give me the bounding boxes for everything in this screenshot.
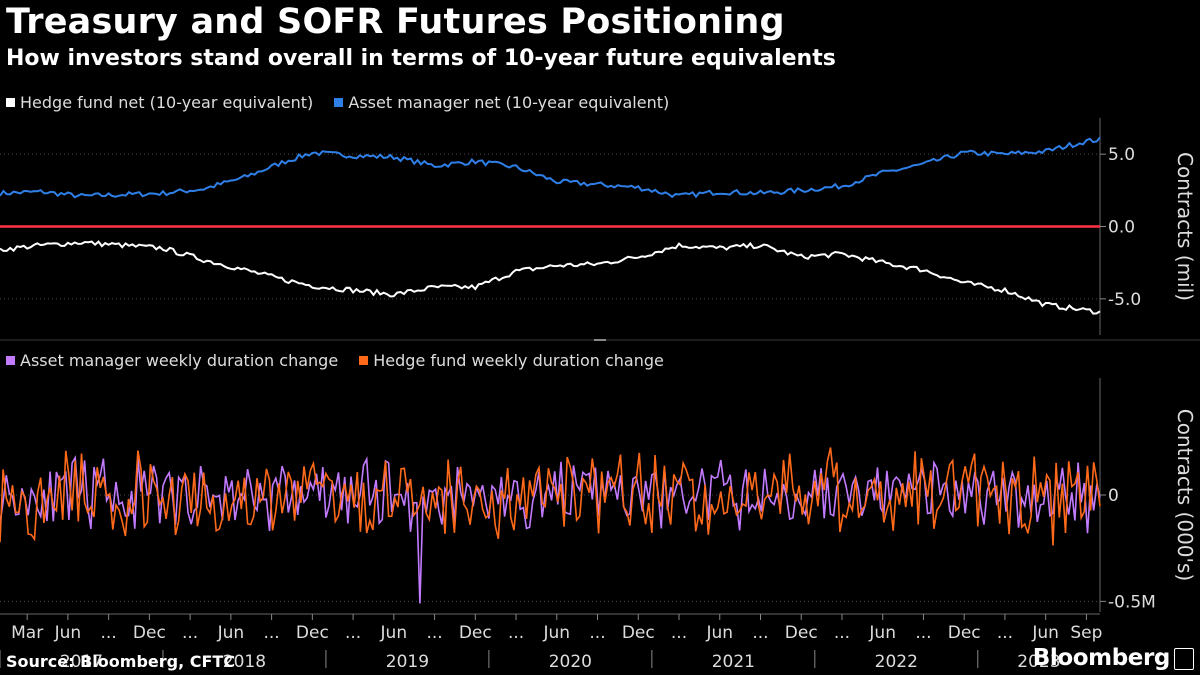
y-tick-label: 5.0 bbox=[1108, 145, 1135, 165]
legend-swatch-asset-change bbox=[6, 356, 15, 365]
bloomberg-logo: Bloomberg bbox=[1032, 645, 1171, 671]
x-tick-label: ... bbox=[345, 623, 361, 643]
y-axis-title: Contracts (000's) bbox=[1173, 409, 1197, 582]
legend-label-asset-change: Asset manager weekly duration change bbox=[20, 351, 339, 370]
x-tick-label: ... bbox=[426, 623, 442, 643]
year-label: 2021 bbox=[712, 652, 755, 672]
y-axis-title: Contracts (mil) bbox=[1173, 152, 1197, 301]
terminal-icon bbox=[1174, 648, 1194, 670]
legend-swatch-asset-net bbox=[334, 98, 344, 107]
asset-manager-net-line bbox=[0, 136, 1101, 199]
x-tick-label: Jun bbox=[868, 623, 896, 643]
year-label: 2020 bbox=[549, 652, 592, 672]
legend-label-hedge-net: Hedge fund net (10-year equivalent) bbox=[20, 93, 314, 112]
x-tick-label: ... bbox=[752, 623, 768, 643]
x-tick-label: Jun bbox=[380, 623, 408, 643]
x-tick-label: Mar bbox=[11, 623, 43, 643]
top-legend: Hedge fund net (10-year equivalent) Asse… bbox=[6, 92, 685, 112]
x-tick-label: Jun bbox=[1031, 623, 1059, 643]
hedge-fund-change-line bbox=[0, 447, 1101, 546]
x-tick-label: ... bbox=[997, 623, 1013, 643]
legend-hedge-net: Hedge fund net (10-year equivalent) bbox=[6, 93, 313, 112]
x-tick-label: Jun bbox=[543, 623, 571, 643]
legend-hedge-change: Hedge fund weekly duration change bbox=[359, 351, 664, 370]
x-tick-label: Jun bbox=[54, 623, 82, 643]
year-label: 2017 bbox=[60, 652, 103, 672]
x-tick-label: Dec bbox=[948, 623, 981, 643]
x-tick-label: Dec bbox=[133, 623, 166, 643]
x-tick-label: ... bbox=[589, 623, 605, 643]
y-tick-label: -0.5M bbox=[1108, 592, 1156, 612]
x-tick-label: Dec bbox=[622, 623, 655, 643]
year-label: 2018 bbox=[223, 652, 266, 672]
legend-swatch-hedge-change bbox=[359, 356, 369, 365]
hedge-fund-net-line bbox=[0, 240, 1101, 315]
x-tick-label: Dec bbox=[785, 623, 818, 643]
x-tick-label: ... bbox=[834, 623, 850, 643]
chart-subtitle: How investors stand overall in terms of … bbox=[6, 46, 836, 71]
x-tick-label: Jun bbox=[705, 623, 733, 643]
x-tick-label: Jun bbox=[217, 623, 245, 643]
legend-asset-net: Asset manager net (10-year equivalent) bbox=[334, 93, 669, 112]
x-tick-label: ... bbox=[508, 623, 524, 643]
x-tick-label: ... bbox=[671, 623, 687, 643]
x-tick-label: ... bbox=[915, 623, 931, 643]
legend-label-hedge-change: Hedge fund weekly duration change bbox=[373, 351, 664, 370]
bottom-legend: Asset manager weekly duration change Hed… bbox=[6, 350, 680, 370]
legend-swatch-hedge-net bbox=[6, 98, 15, 107]
x-tick-label: Dec bbox=[459, 623, 492, 643]
asset-manager-change-line bbox=[0, 454, 1101, 604]
x-tick-label: Sep bbox=[1070, 623, 1102, 643]
y-tick-label: 0.0 bbox=[1108, 218, 1135, 238]
x-tick-label: ... bbox=[182, 623, 198, 643]
year-label: 2023 bbox=[1017, 652, 1060, 672]
y-tick-label: 0 bbox=[1108, 486, 1119, 506]
x-tick-label: ... bbox=[101, 623, 117, 643]
y-tick-label: -5.0 bbox=[1108, 290, 1141, 310]
year-label: 2019 bbox=[386, 652, 429, 672]
chart-title: Treasury and SOFR Futures Positioning bbox=[6, 2, 785, 42]
source-note: Source: Bloomberg, CFTC bbox=[6, 652, 236, 671]
legend-asset-change: Asset manager weekly duration change bbox=[6, 351, 338, 370]
legend-label-asset-net: Asset manager net (10-year equivalent) bbox=[348, 93, 670, 112]
x-tick-label: ... bbox=[263, 623, 279, 643]
year-label: 2022 bbox=[875, 652, 918, 672]
x-tick-label: Dec bbox=[296, 623, 329, 643]
